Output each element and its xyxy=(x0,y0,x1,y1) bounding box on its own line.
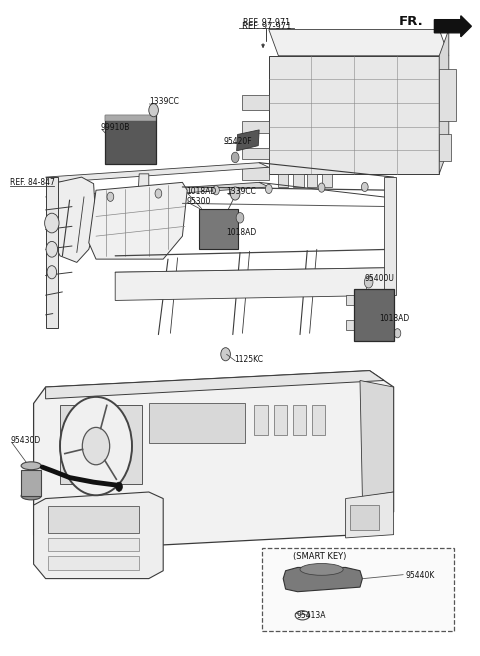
Polygon shape xyxy=(346,492,394,538)
FancyArrow shape xyxy=(434,16,471,37)
Circle shape xyxy=(236,213,244,223)
Circle shape xyxy=(83,428,109,465)
Text: REF. 84-847: REF. 84-847 xyxy=(10,178,54,187)
Bar xyxy=(384,177,396,295)
Circle shape xyxy=(46,241,58,257)
Bar xyxy=(254,405,268,435)
Text: 95413A: 95413A xyxy=(297,611,326,620)
Bar xyxy=(242,148,269,159)
Text: FR.: FR. xyxy=(398,15,423,28)
Polygon shape xyxy=(237,130,259,151)
Circle shape xyxy=(318,183,325,192)
Circle shape xyxy=(149,104,158,117)
Bar xyxy=(48,556,139,570)
Bar xyxy=(439,134,451,161)
Text: REF. 97-971: REF. 97-971 xyxy=(242,22,291,31)
Bar xyxy=(277,174,288,187)
Polygon shape xyxy=(137,174,149,216)
Bar xyxy=(242,121,269,133)
Circle shape xyxy=(107,192,114,201)
Polygon shape xyxy=(89,182,187,259)
Text: 95430D: 95430D xyxy=(11,436,41,445)
Text: 1339CC: 1339CC xyxy=(227,187,256,196)
Circle shape xyxy=(230,187,240,200)
Polygon shape xyxy=(115,268,394,300)
Circle shape xyxy=(384,322,393,334)
Text: 95300: 95300 xyxy=(186,197,211,206)
Bar xyxy=(346,295,354,305)
Polygon shape xyxy=(283,567,362,592)
Text: 1339CC: 1339CC xyxy=(149,97,179,106)
Text: 1018AD: 1018AD xyxy=(379,314,409,323)
Circle shape xyxy=(47,266,57,279)
Circle shape xyxy=(60,397,132,495)
Bar xyxy=(274,405,287,435)
Polygon shape xyxy=(34,371,394,551)
Text: 95420F: 95420F xyxy=(223,136,252,146)
Text: 95440K: 95440K xyxy=(406,571,435,581)
Text: 1018AD: 1018AD xyxy=(227,228,257,237)
Polygon shape xyxy=(46,177,58,328)
Ellipse shape xyxy=(21,492,41,500)
Text: (SMART KEY): (SMART KEY) xyxy=(293,552,346,561)
Bar xyxy=(307,174,317,187)
Circle shape xyxy=(45,213,59,233)
Bar xyxy=(439,69,456,121)
Bar xyxy=(105,115,156,164)
Bar xyxy=(350,505,379,530)
Polygon shape xyxy=(46,163,269,182)
Polygon shape xyxy=(46,371,384,399)
Bar xyxy=(293,405,306,435)
Circle shape xyxy=(221,348,230,361)
Bar xyxy=(149,403,245,443)
Bar xyxy=(354,289,394,341)
Circle shape xyxy=(213,186,219,195)
Text: REF. 97-971: REF. 97-971 xyxy=(243,18,290,28)
Circle shape xyxy=(361,182,368,192)
Bar xyxy=(242,95,269,110)
Circle shape xyxy=(265,184,272,194)
Text: 1018AD: 1018AD xyxy=(186,187,216,196)
Bar xyxy=(105,115,156,121)
Text: FR.: FR. xyxy=(446,18,469,31)
Bar xyxy=(293,174,303,187)
Circle shape xyxy=(394,329,401,338)
Polygon shape xyxy=(439,30,449,174)
Bar xyxy=(346,320,354,330)
Polygon shape xyxy=(269,56,439,174)
Polygon shape xyxy=(46,182,269,202)
Text: 1125KC: 1125KC xyxy=(234,355,263,364)
Ellipse shape xyxy=(21,462,41,470)
Polygon shape xyxy=(269,30,449,56)
Polygon shape xyxy=(50,177,96,262)
Polygon shape xyxy=(34,492,163,579)
Bar xyxy=(48,506,139,533)
Circle shape xyxy=(116,482,122,491)
Bar xyxy=(60,405,142,484)
Bar xyxy=(312,405,325,435)
Bar xyxy=(322,174,333,187)
Polygon shape xyxy=(360,380,394,497)
Bar xyxy=(242,167,269,180)
Bar xyxy=(199,209,238,249)
FancyBboxPatch shape xyxy=(262,548,454,631)
Circle shape xyxy=(231,152,239,163)
Circle shape xyxy=(364,276,373,288)
Bar xyxy=(48,538,139,551)
Text: 95400U: 95400U xyxy=(365,274,395,283)
Bar xyxy=(21,470,41,496)
Circle shape xyxy=(155,189,162,198)
Ellipse shape xyxy=(300,564,343,575)
Text: 99910B: 99910B xyxy=(101,123,130,133)
